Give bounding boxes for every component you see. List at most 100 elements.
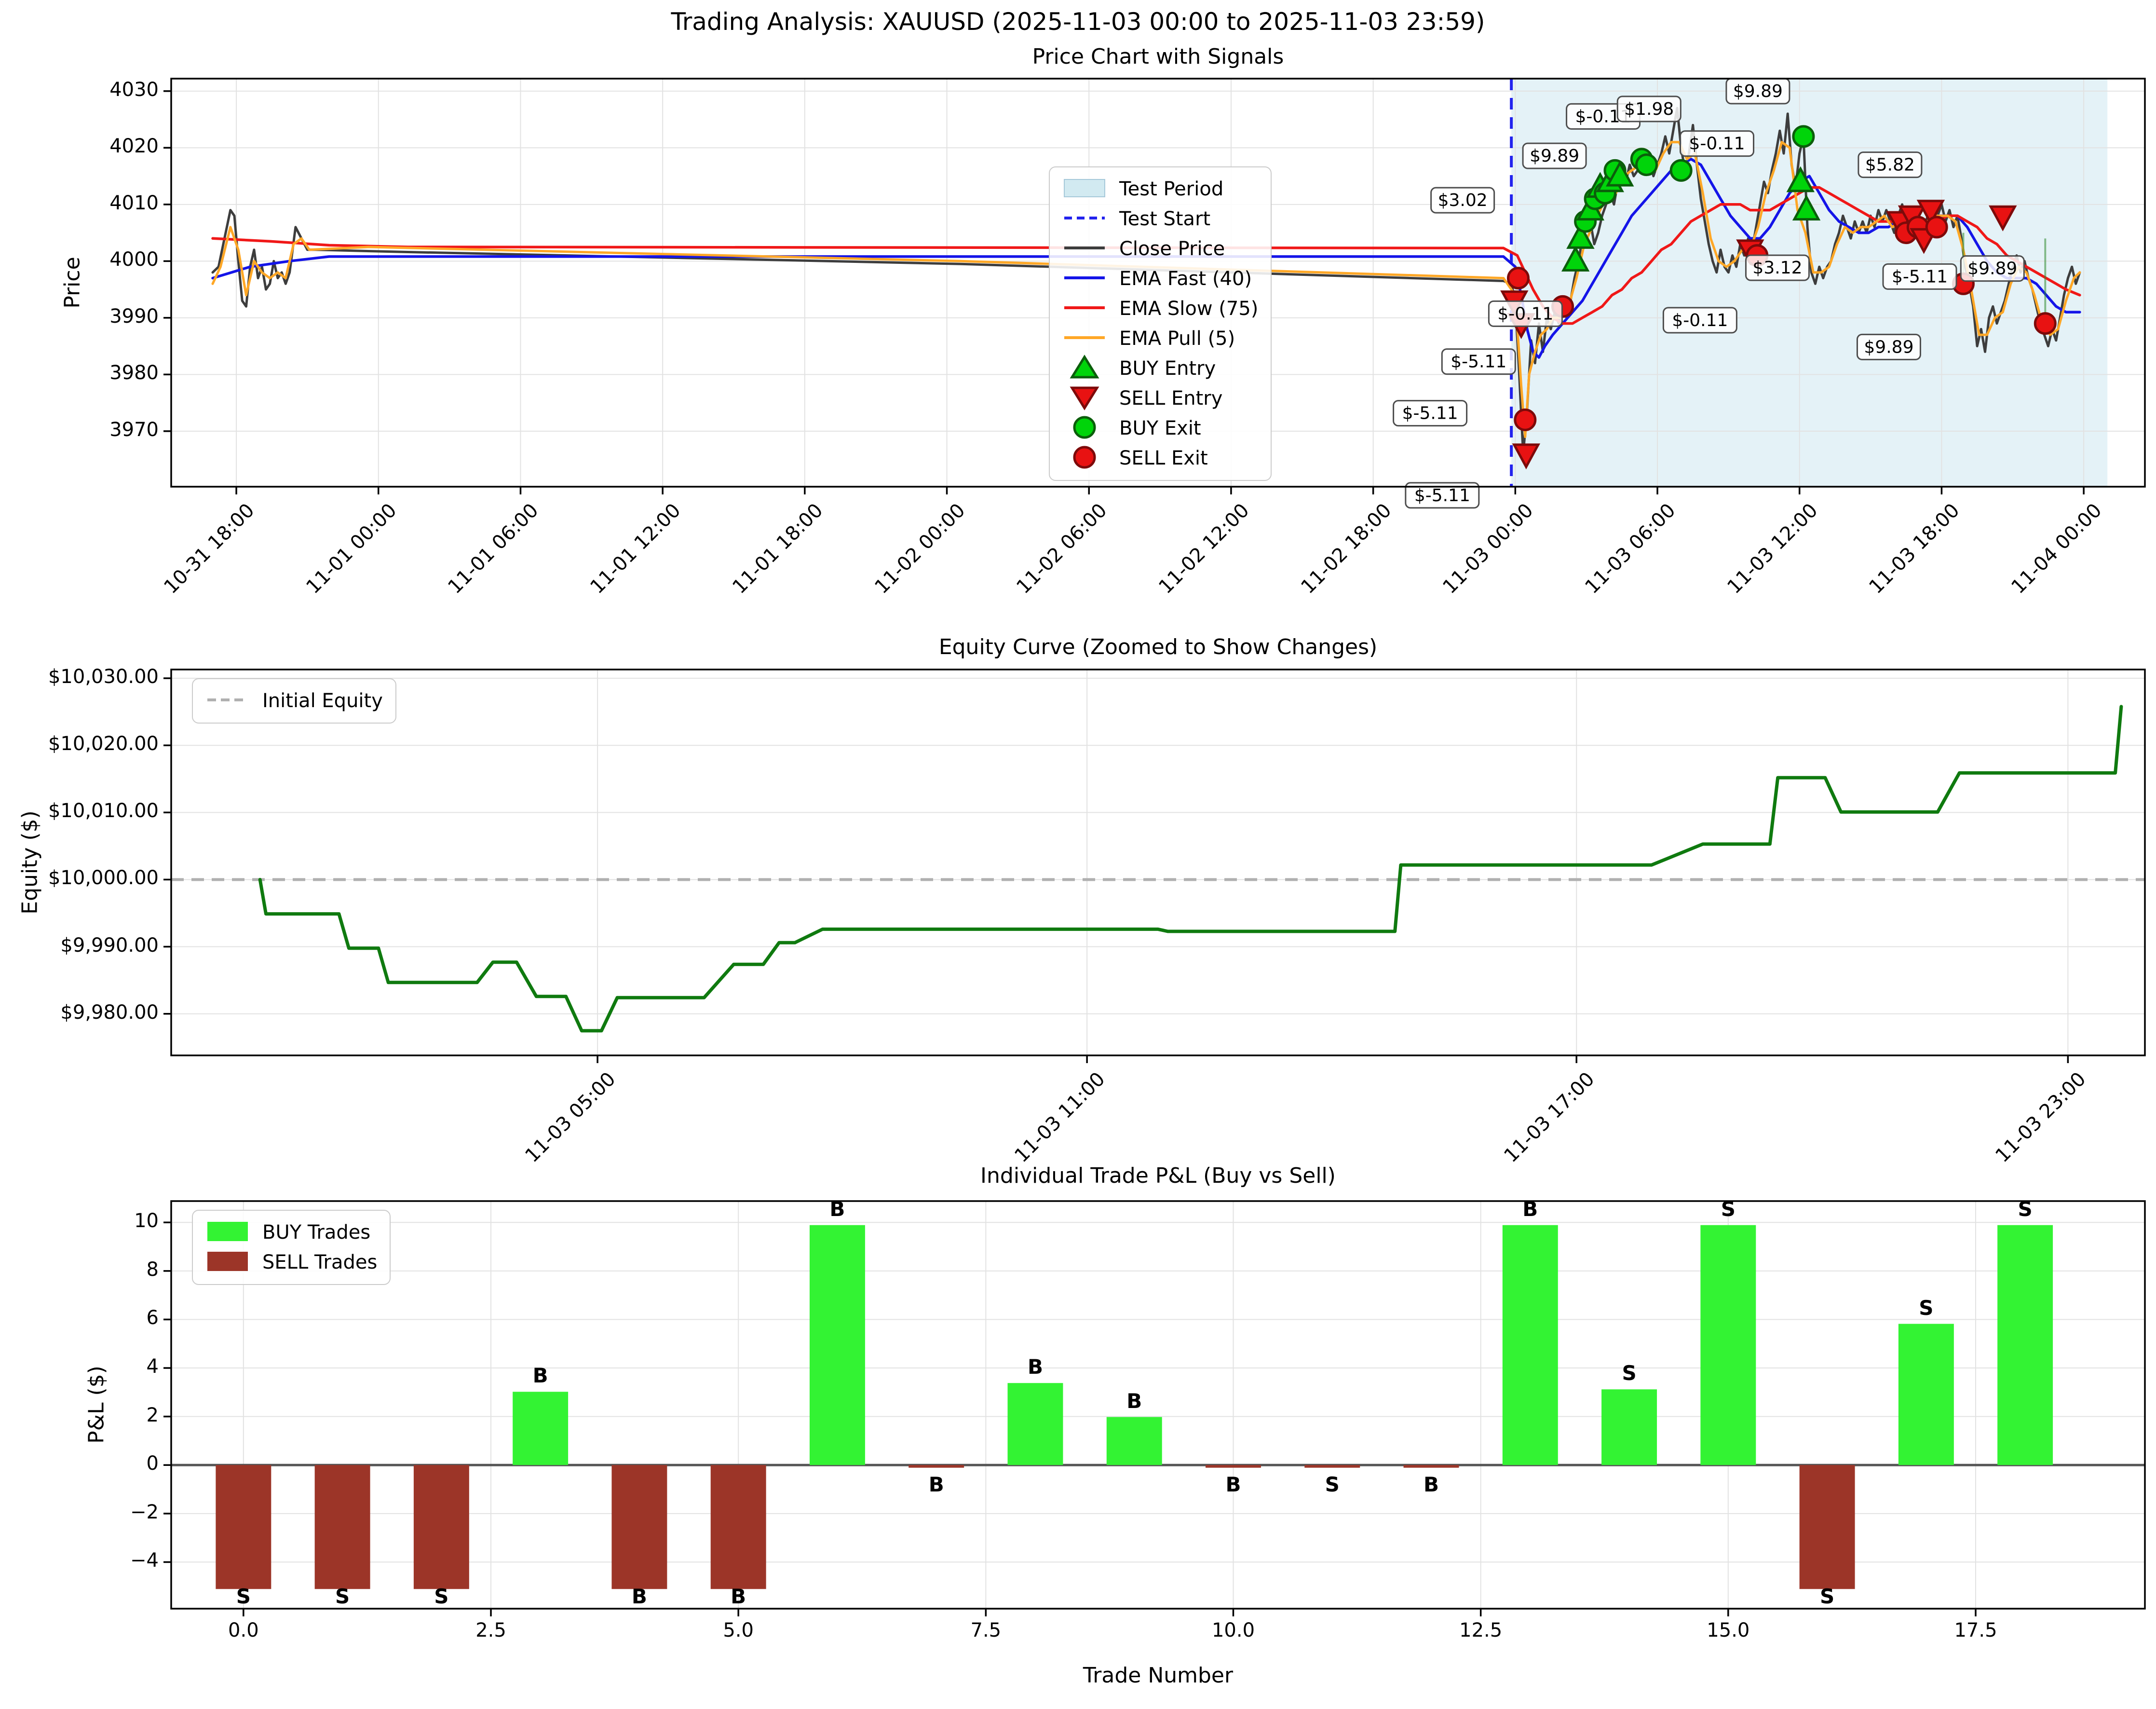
pnl-x-axis-label: Trade Number (1083, 1663, 1234, 1688)
pnl-bar-6 (809, 1225, 865, 1465)
pnl-bar-2 (413, 1465, 469, 1589)
pnl-y-axis-label: P&L ($) (84, 1366, 109, 1444)
pnl-annotation-box (1488, 300, 1563, 327)
ema-fast-line-icon (1062, 266, 1107, 291)
pnl-bar-17 (1898, 1324, 1954, 1465)
pnl-annotation-text: $9.89 (1967, 259, 2017, 279)
legend-label: SELL Entry (1119, 387, 1223, 410)
sell-exit-marker (1514, 408, 1537, 431)
legend-label: BUY Exit (1119, 417, 1201, 439)
pnl-annotation-box (1616, 96, 1681, 123)
pnl-annotation-text: $-5.11 (1402, 404, 1458, 424)
pnl-annotation-text: $5.82 (1865, 155, 1915, 175)
sell-entry-marker (1989, 205, 2017, 232)
test-period-swatch (1062, 177, 1107, 202)
pnl-annotation-text: $-0.11 (1689, 134, 1745, 154)
pnl-annotation-box (1680, 130, 1755, 157)
pnl-bar-4 (611, 1465, 667, 1589)
equity-y-axis-label: Equity ($) (17, 810, 42, 915)
equity-chart-legend: Initial Equity (192, 678, 396, 724)
legend-label: Test Period (1119, 178, 1224, 200)
sell-entry-marker-icon (1062, 384, 1107, 413)
legend-label: SELL Exit (1119, 447, 1208, 469)
pnl-annotation-box (1882, 263, 1957, 290)
pnl-bar-10 (1206, 1465, 1261, 1468)
sell-entry-marker (1512, 443, 1541, 470)
pnl-bar-8 (1007, 1383, 1063, 1465)
pnl-annotation-box (1960, 255, 2025, 282)
legend-item-buy-entry: BUY Entry (1062, 354, 1258, 383)
buy-entry-marker (1566, 223, 1595, 249)
price-plot-border (170, 78, 2146, 488)
legend-item-close-price: Close Price (1062, 234, 1258, 264)
legend-label: EMA Pull (5) (1119, 328, 1235, 350)
pnl-chart-legend: BUY Trades SELL Trades (192, 1210, 391, 1285)
sell-trades-swatch (205, 1250, 250, 1275)
legend-label: Close Price (1119, 238, 1225, 260)
buy-exit-marker-icon (1062, 414, 1107, 443)
equity-curve-line (258, 705, 2123, 1033)
buy-exit-marker (1635, 153, 1658, 177)
pnl-annotation-text: $-5.11 (1892, 267, 1948, 287)
pnl-annotation-box (1662, 307, 1737, 334)
pnl-bar-0 (216, 1465, 271, 1589)
buy-entry-marker (1792, 194, 1821, 221)
pnl-annotation-box (1430, 187, 1495, 214)
pnl-bar-11 (1304, 1465, 1360, 1468)
legend-item-buy-exit: BUY Exit (1062, 413, 1258, 443)
pnl-bar-3 (513, 1392, 569, 1465)
pnl-annotation-text: $-0.11 (1672, 311, 1728, 330)
pnl-bar-1 (314, 1465, 370, 1589)
legend-label: EMA Fast (40) (1119, 268, 1252, 290)
pnl-annotation-text: $9.89 (1733, 82, 1783, 101)
buy-entry-marker (1606, 160, 1634, 187)
legend-item-sell-trades: SELL Trades (205, 1247, 377, 1277)
pnl-annotation-box (1393, 400, 1468, 427)
pnl-bar-9 (1106, 1417, 1162, 1465)
price-y-axis-label: Price (60, 257, 85, 309)
sell-exit-marker-icon (1062, 444, 1107, 473)
legend-label: BUY Entry (1119, 357, 1216, 380)
pnl-bar-15 (1700, 1225, 1756, 1465)
buy-exit-marker (1792, 125, 1815, 148)
legend-item-test-period: Test Period (1062, 174, 1258, 204)
legend-item-buy-trades: BUY Trades (205, 1217, 377, 1247)
pnl-bar-12 (1403, 1465, 1459, 1468)
legend-label: EMA Slow (75) (1119, 298, 1259, 320)
pnl-bar-16 (1799, 1465, 1855, 1589)
pnl-annotation-box (1405, 482, 1480, 509)
buy-entry-marker-icon (1062, 354, 1107, 383)
sell-exit-marker (2034, 312, 2057, 335)
pnl-bar-13 (1502, 1225, 1558, 1465)
sell-exit-marker (1506, 267, 1530, 290)
pnl-annotation-text: $-5.11 (1414, 486, 1470, 506)
buy-trades-swatch (205, 1220, 250, 1245)
pnl-chart-title: Individual Trade P&L (Buy vs Sell) (980, 1163, 1336, 1188)
pnl-annotation-text: $1.98 (1624, 99, 1674, 119)
pnl-annotation-text: $9.89 (1530, 146, 1579, 166)
pnl-annotation-text: $9.89 (1864, 337, 1913, 357)
pnl-annotation-text: $-5.11 (1451, 352, 1506, 372)
buy-entry-marker (1786, 166, 1815, 192)
pnl-annotation-box (1441, 348, 1516, 375)
legend-label: SELL Trades (262, 1251, 378, 1273)
close-price-line-icon (1062, 236, 1107, 261)
legend-item-sell-exit: SELL Exit (1062, 443, 1258, 473)
price-chart-title: Price Chart with Signals (1032, 44, 1284, 69)
legend-item-initial-equity: Initial Equity (205, 686, 383, 716)
sell-exit-marker (1925, 216, 1948, 239)
legend-label: BUY Trades (262, 1221, 371, 1244)
pnl-annotation-text: $-0.11 (1497, 304, 1553, 324)
pnl-bar-7 (909, 1465, 964, 1468)
legend-item-ema-fast: EMA Fast (40) (1062, 264, 1258, 294)
pnl-bar-5 (710, 1465, 766, 1589)
pnl-annotation-box (1858, 151, 1923, 178)
ema-pull-line-icon (1062, 326, 1107, 351)
pnl-annotation-text: $3.02 (1438, 191, 1488, 210)
sell-entry-marker (1916, 200, 1945, 226)
legend-item-test-start: Test Start (1062, 204, 1258, 234)
legend-item-ema-slow: EMA Slow (75) (1062, 294, 1258, 324)
buy-exit-marker (1669, 159, 1693, 182)
legend-item-ema-pull: EMA Pull (5) (1062, 324, 1258, 354)
